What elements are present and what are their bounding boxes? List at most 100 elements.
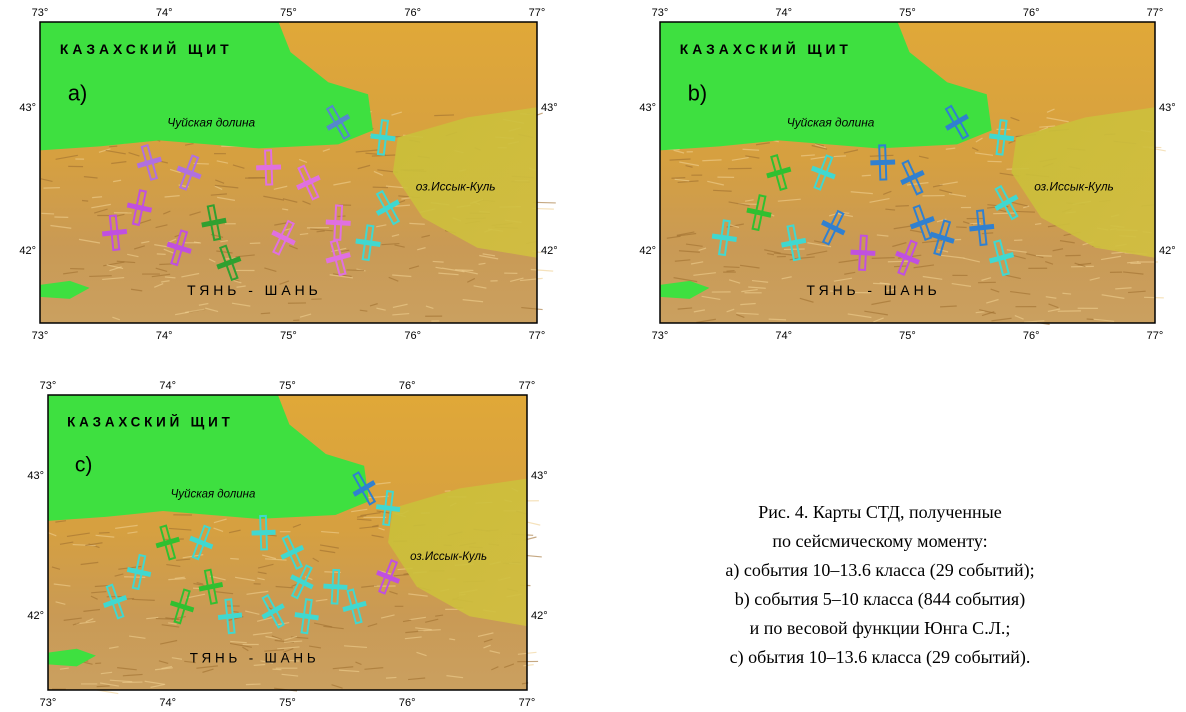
lon-label: 77°	[529, 330, 546, 342]
map: КАЗАХСКИЙ ЩИТb)Чуйская долинаоз.Иссык-Ку…	[639, 7, 1175, 342]
lon-label: 75°	[279, 380, 296, 392]
lat-label: 42°	[27, 610, 44, 622]
ridge	[993, 213, 1016, 214]
lon-label: 77°	[519, 697, 536, 709]
caption-line: Рис. 4. Карты СТД, полученные	[758, 502, 1002, 522]
region-label: ТЯНЬ - ШАНЬ	[807, 282, 941, 298]
axis	[871, 160, 895, 165]
ridge	[109, 146, 117, 147]
figure: КАЗАХСКИЙ ЩИТ a) Чуйская долина оз.Иссык-Ку…	[0, 0, 1186, 712]
ridge	[834, 156, 846, 157]
lat-label: 42°	[19, 245, 36, 257]
map: КАЗАХСКИЙ ЩИТ c) Чуйская долина оз.Иссык-Ку…	[27, 380, 547, 709]
ridge	[272, 669, 281, 670]
ridge	[246, 684, 261, 685]
ridge	[82, 200, 88, 201]
axis	[326, 220, 350, 225]
lat-label: 42°	[1159, 245, 1176, 257]
place-label: оз.Иссык-Куль	[416, 180, 496, 194]
panel-label: a)	[68, 80, 87, 105]
ridge	[386, 677, 396, 678]
lat-label: 43°	[639, 102, 656, 114]
lon-label: 74°	[156, 7, 173, 19]
ridge	[1144, 297, 1164, 298]
lon-label: 76°	[1023, 7, 1040, 19]
lon-label: 74°	[775, 7, 792, 19]
place-label: Чуйская долина	[787, 115, 875, 129]
lon-label: 74°	[159, 697, 176, 709]
caption-line: b) события 5–10 класса (844 события)	[735, 589, 1025, 610]
ridge	[982, 233, 993, 234]
lon-label: 73°	[40, 697, 57, 709]
lon-label: 75°	[280, 7, 297, 19]
axis	[851, 250, 875, 255]
ridge	[525, 555, 541, 557]
ridge	[434, 115, 454, 116]
caption-line: а) события 10–13.6 класса (29 событий);	[725, 560, 1034, 581]
lon-label: 75°	[899, 7, 916, 19]
place-label: оз.Иссык-Куль	[410, 550, 487, 563]
axis	[324, 584, 347, 589]
lat-label: 42°	[531, 610, 548, 622]
map-body: КАЗАХСКИЙ ЩИТ c) Чуйская долина оз.Иссык-Ку…	[48, 395, 542, 694]
caption-line: и по весовой функции Юнга С.Л.;	[750, 618, 1011, 638]
region-label: КАЗАХСКИЙ ЩИТ	[60, 40, 233, 57]
ridge	[862, 175, 871, 176]
ridge	[1062, 293, 1071, 294]
lon-label: 75°	[279, 697, 296, 709]
lon-label: 77°	[1147, 330, 1164, 342]
panel-label: c)	[75, 452, 93, 476]
region-label: ТЯНЬ - ШАНЬ	[190, 650, 320, 665]
ridge	[89, 276, 112, 277]
panel-label: b)	[688, 80, 707, 105]
map-body: КАЗАХСКИЙ ЩИТb)Чуйская долинаоз.Иссык-Ку…	[660, 22, 1166, 324]
ridge	[261, 313, 270, 314]
ridge	[97, 686, 110, 687]
lon-label: 76°	[404, 330, 421, 342]
lon-label: 76°	[399, 380, 416, 392]
lon-label: 76°	[1023, 330, 1040, 342]
lon-label: 75°	[899, 330, 916, 342]
lon-label: 77°	[529, 7, 546, 19]
lat-label: 42°	[639, 245, 656, 257]
lon-label: 74°	[159, 380, 176, 392]
lon-label: 77°	[519, 380, 536, 392]
axis	[252, 530, 275, 535]
lon-label: 73°	[32, 330, 49, 342]
ridge	[895, 206, 908, 207]
lon-label: 73°	[32, 7, 49, 19]
lon-label: 74°	[156, 330, 173, 342]
lon-label: 77°	[1147, 7, 1164, 19]
axis	[257, 165, 281, 170]
lat-label: 43°	[541, 102, 558, 114]
map: КАЗАХСКИЙ ЩИТ a) Чуйская долина оз.Иссык-Ку…	[19, 7, 557, 342]
lon-label: 73°	[652, 7, 669, 19]
lon-label: 73°	[40, 380, 57, 392]
lon-label: 73°	[652, 330, 669, 342]
region-label: КАЗАХСКИЙ ЩИТ	[67, 414, 233, 429]
ridge	[702, 160, 721, 161]
ridge	[230, 558, 239, 559]
ridge	[1013, 211, 1035, 212]
lon-label: 74°	[775, 330, 792, 342]
place-label: Чуйская долина	[167, 115, 255, 129]
place-label: Чуйская долина	[171, 487, 256, 500]
lat-label: 43°	[27, 470, 44, 482]
lon-label: 75°	[280, 330, 297, 342]
ridge	[42, 213, 55, 214]
ridge	[727, 271, 735, 272]
lon-label: 76°	[399, 697, 416, 709]
ridge	[888, 261, 909, 262]
ridge	[671, 178, 685, 179]
ridge	[872, 258, 895, 259]
lat-label: 42°	[541, 245, 558, 257]
map-body: КАЗАХСКИЙ ЩИТ a) Чуйская долина оз.Иссык-Ку…	[40, 22, 556, 323]
lat-label: 43°	[1159, 102, 1176, 114]
ridge	[769, 319, 786, 320]
ridge	[433, 261, 444, 262]
ridge	[724, 267, 740, 268]
caption-line: с) обытия 10–13.6 класса (29 событий).	[730, 647, 1031, 668]
place-label: оз.Иссык-Куль	[1034, 179, 1114, 193]
ridge	[940, 306, 957, 307]
lon-label: 76°	[404, 7, 421, 19]
